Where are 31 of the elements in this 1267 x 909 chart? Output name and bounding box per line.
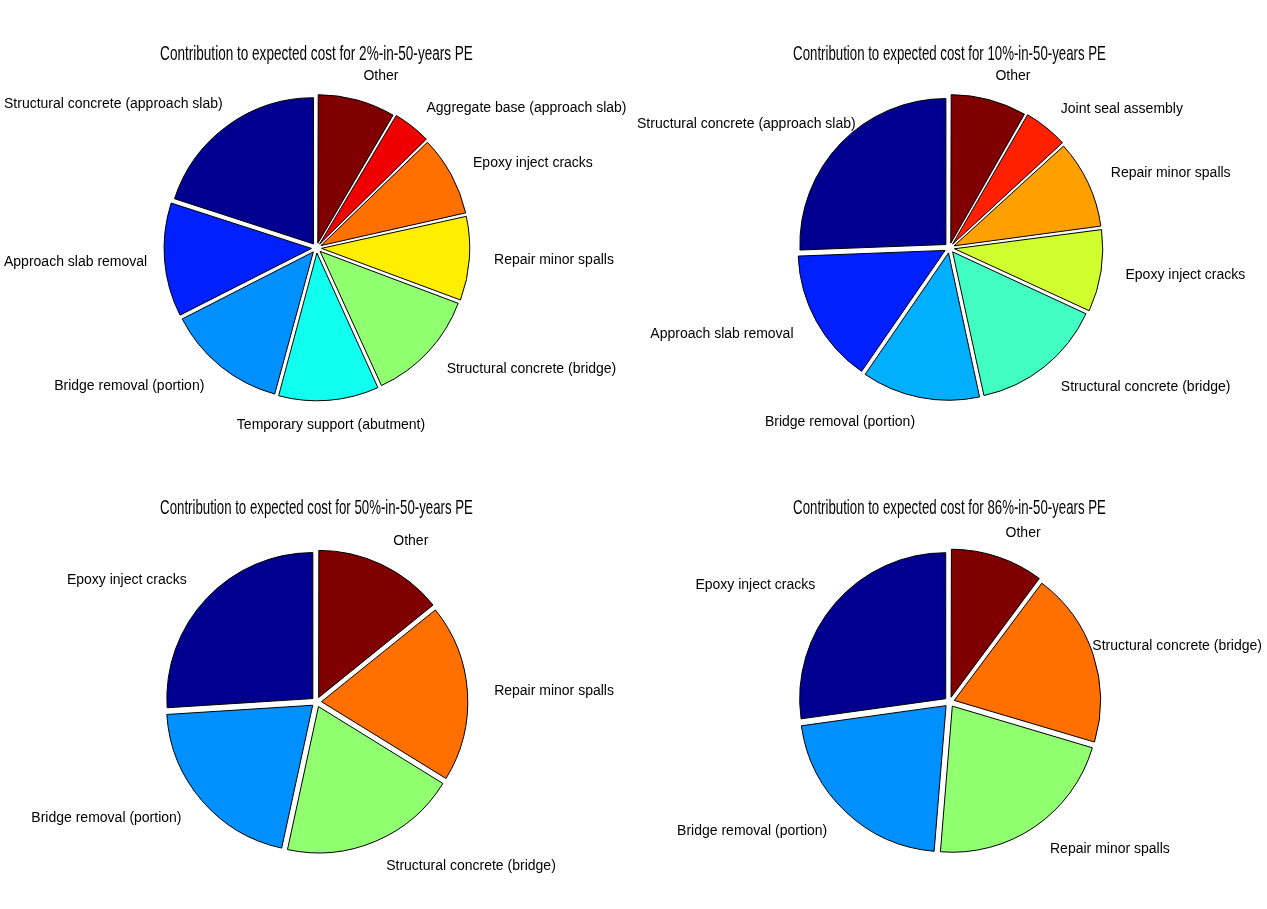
slice-label: Structural concrete (bridge) bbox=[446, 360, 617, 377]
slice-label: Epoxy inject cracks bbox=[695, 575, 816, 592]
slice-label: Epoxy inject cracks bbox=[1125, 265, 1246, 282]
slice-label: Bridge removal (portion) bbox=[31, 808, 182, 825]
slice-label: Other bbox=[363, 67, 399, 84]
slice-label: Repair minor spalls bbox=[1110, 163, 1231, 180]
slice-label: Structural concrete (bridge) bbox=[1060, 377, 1231, 394]
slice-label: Other bbox=[393, 532, 429, 549]
slice-label: Approach slab removal bbox=[4, 252, 148, 269]
chart-title: Contribution to expected cost for 50%-in-50-years PE bbox=[160, 495, 473, 519]
slice-label: Structural concrete (approach slab) bbox=[3, 94, 223, 111]
slice-label: Repair minor spalls bbox=[1050, 839, 1170, 856]
slice-label: Aggregate base (approach slab) bbox=[426, 98, 627, 115]
slice-label: Epoxy inject cracks bbox=[473, 154, 593, 171]
slice-label: Repair minor spalls bbox=[494, 251, 614, 268]
slice-label: Structural concrete (bridge) bbox=[1092, 636, 1263, 653]
slice-label: Joint seal assembly bbox=[1060, 99, 1183, 116]
slice-label: Other bbox=[1005, 523, 1041, 540]
slice-label: Repair minor spalls bbox=[494, 681, 614, 698]
chart-title: Contribution to expected cost for 86%-in-50-years PE bbox=[793, 495, 1106, 519]
chart-title: Contribution to expected cost for 2%-in-50-years PE bbox=[160, 41, 473, 65]
slice-label: Structural concrete (approach slab) bbox=[636, 115, 856, 132]
slice-label: Epoxy inject cracks bbox=[66, 571, 187, 588]
slice-label: Bridge removal (portion) bbox=[54, 377, 205, 394]
slice-label: Other bbox=[995, 66, 1031, 83]
slice-label: Approach slab removal bbox=[650, 324, 794, 341]
chart-title: Contribution to expected cost for 10%-in-50-years PE bbox=[793, 41, 1106, 65]
slice-label: Bridge removal (portion) bbox=[677, 822, 828, 839]
slice-label: Bridge removal (portion) bbox=[764, 413, 916, 430]
slice-label: Temporary support (abutment) bbox=[236, 416, 426, 433]
slice-label: Structural concrete (bridge) bbox=[386, 856, 556, 873]
